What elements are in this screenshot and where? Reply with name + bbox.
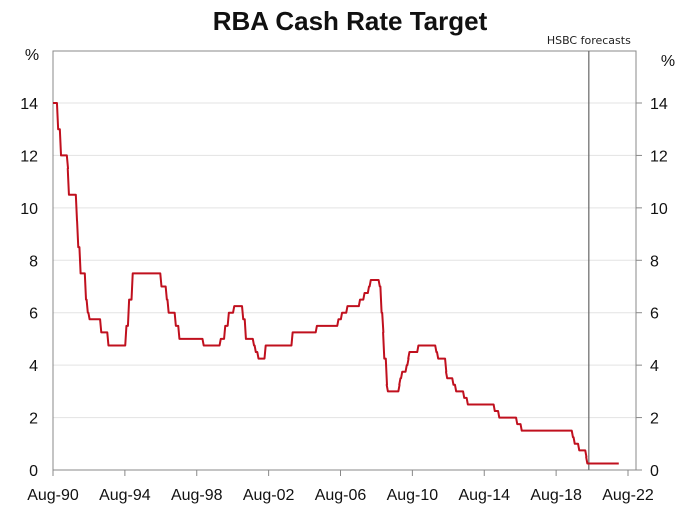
forecast-label: HSBC forecasts <box>547 34 631 47</box>
y-tick-label-right: 0 <box>650 463 659 480</box>
y-tick-label-left: 6 <box>29 306 38 323</box>
x-tick-label: Aug-02 <box>243 487 295 504</box>
y-ticks: 0 0 2 2 4 4 6 6 8 8 10 10 12 12 14 14 <box>20 96 668 480</box>
y-tick-label-right: 4 <box>650 358 659 375</box>
x-tick-label: Aug-10 <box>387 487 439 504</box>
x-tick-label: Aug-98 <box>171 487 223 504</box>
y-axis-right-label: % <box>661 53 675 70</box>
x-ticks: Aug-90 Aug-94 Aug-98 Aug-02 Aug-06 Aug-10 Aug-… <box>27 470 654 504</box>
x-tick-label: Aug-14 <box>458 487 510 504</box>
gridlines <box>53 102 636 419</box>
y-tick-label-right: 6 <box>650 306 659 323</box>
chart-title: RBA Cash Rate Target <box>213 6 488 36</box>
y-tick-label-left: 12 <box>20 148 38 165</box>
y-tick-label-left: 4 <box>29 358 38 375</box>
y-tick-label-right: 8 <box>650 253 659 270</box>
y-tick-label-right: 10 <box>650 201 668 218</box>
y-tick-label-left: 8 <box>29 253 38 270</box>
y-tick-label-left: 10 <box>20 201 38 218</box>
x-tick-label: Aug-18 <box>530 487 582 504</box>
x-tick-label: Aug-22 <box>602 487 654 504</box>
x-tick-label: Aug-90 <box>27 487 79 504</box>
x-tick-label: Aug-94 <box>99 487 151 504</box>
series-line-cash-rate <box>53 102 619 465</box>
y-tick-label-right: 12 <box>650 148 668 165</box>
y-tick-label-left: 2 <box>29 411 38 428</box>
y-tick-label-left: 14 <box>20 96 38 113</box>
x-tick-label: Aug-06 <box>315 487 367 504</box>
y-axis-left-label: % <box>25 47 39 64</box>
y-tick-label-left: 0 <box>29 463 38 480</box>
y-tick-label-right: 2 <box>650 411 659 428</box>
y-tick-label-right: 14 <box>650 96 668 113</box>
